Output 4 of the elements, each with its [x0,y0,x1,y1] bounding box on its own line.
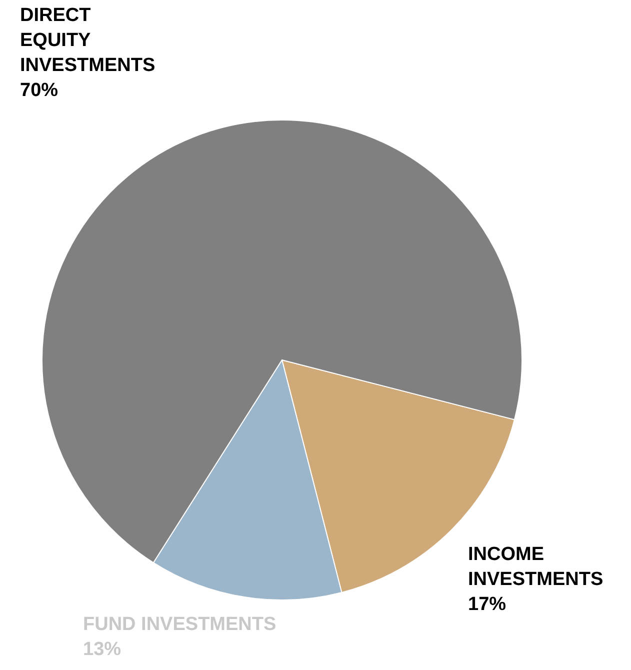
slice-label: INCOME INVESTMENTS [468,544,604,590]
data-label: 17% [468,594,506,615]
slice-label: DIRECT EQUITY INVESTMENTS [20,5,156,76]
data-label: 70% [20,80,58,101]
